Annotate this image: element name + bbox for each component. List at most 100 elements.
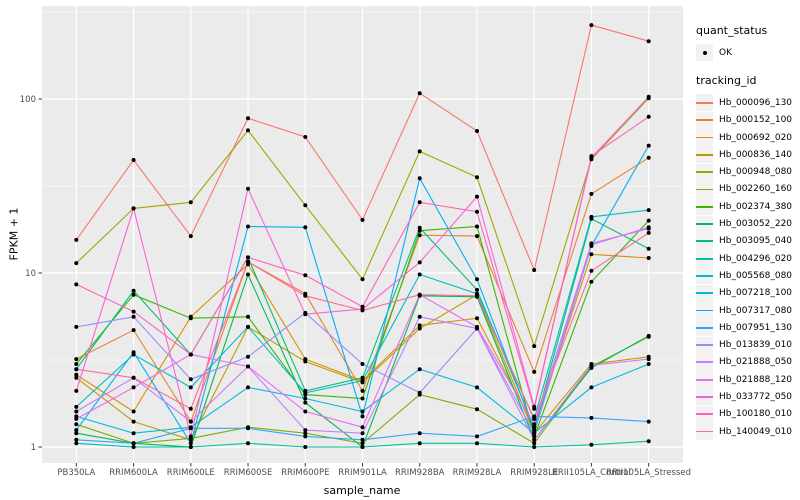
legend-entry-Hb_140049_010: Hb_140049_010 <box>696 423 800 441</box>
y-tick-label: 10 <box>25 269 36 279</box>
data-point <box>74 324 79 329</box>
line-swatch-icon <box>696 430 713 433</box>
legend-entry-Hb_000948_080: Hb_000948_080 <box>696 163 800 181</box>
data-point <box>475 385 479 390</box>
data-point <box>532 445 537 449</box>
x-tick-label: RRII105LA_Control <box>552 468 631 478</box>
x-tick-label: RRIM600LE <box>167 468 215 478</box>
data-point <box>475 277 479 282</box>
legend-label: Hb_007317_080 <box>719 305 793 316</box>
line-swatch-icon <box>696 361 713 364</box>
line-swatch-icon <box>696 413 713 416</box>
line-swatch-icon <box>696 378 713 381</box>
legend-label-ok: OK <box>719 47 732 58</box>
data-point <box>475 441 479 446</box>
data-point <box>74 409 79 414</box>
x-tick-label: RRIM928LE <box>510 468 558 478</box>
legend-key-swatch <box>696 319 713 337</box>
data-point <box>74 422 79 427</box>
data-point <box>646 230 651 235</box>
legend-entry-Hb_007317_080: Hb_007317_080 <box>696 302 800 319</box>
data-point <box>532 428 537 433</box>
data-point <box>646 218 651 223</box>
data-point <box>360 396 365 401</box>
data-point <box>646 256 651 260</box>
data-point <box>131 158 136 162</box>
legend-key-swatch <box>696 215 713 233</box>
legend-entry-Hb_100180_010: Hb_100180_010 <box>696 405 800 423</box>
data-point <box>246 354 250 359</box>
legend-key-swatch <box>696 371 713 389</box>
data-point <box>417 200 422 205</box>
data-point <box>74 375 79 380</box>
legend-entry-Hb_013839_010: Hb_013839_010 <box>696 336 800 354</box>
y-tick-label: 1 <box>31 443 36 453</box>
data-point <box>131 445 136 449</box>
data-point <box>589 279 594 284</box>
data-point <box>246 324 250 329</box>
x-tick-label: RRII105LA_Stressed <box>606 468 691 478</box>
legend-label: Hb_007218_100 <box>719 288 793 299</box>
line-swatch-icon <box>696 188 713 191</box>
legend-label: Hb_003095_040 <box>719 236 793 247</box>
data-point <box>74 367 79 372</box>
data-point <box>131 431 136 436</box>
legend-label: Hb_100180_010 <box>719 409 793 420</box>
data-point <box>417 233 422 238</box>
legend-key-swatch <box>696 250 713 268</box>
data-point <box>131 206 136 211</box>
data-point <box>74 362 79 366</box>
legend-key-swatch <box>696 302 713 319</box>
legend-label: Hb_021888_120 <box>719 374 793 385</box>
data-point <box>303 312 308 317</box>
data-point <box>360 304 365 309</box>
data-point <box>74 282 79 287</box>
line-swatch-icon <box>696 223 713 225</box>
ok-point-key <box>696 44 713 62</box>
data-point <box>360 445 365 449</box>
data-point <box>417 323 422 328</box>
data-point <box>589 154 594 159</box>
data-point <box>303 225 308 230</box>
data-point <box>131 385 136 390</box>
line-swatch-icon <box>696 309 713 312</box>
data-point <box>246 186 250 191</box>
legend-entry-Hb_004296_020: Hb_004296_020 <box>696 250 800 268</box>
data-point <box>360 308 365 313</box>
data-point <box>589 268 594 273</box>
data-point <box>303 400 308 405</box>
data-point <box>646 155 651 160</box>
data-point <box>360 362 365 366</box>
data-point <box>131 409 136 414</box>
data-point <box>74 372 79 377</box>
data-point <box>74 237 79 242</box>
data-point <box>360 431 365 436</box>
x-tick-label: PB350LA <box>57 468 95 478</box>
data-point <box>417 228 422 233</box>
legend-key-swatch <box>696 267 713 285</box>
legend-key-swatch <box>696 94 713 112</box>
data-point <box>74 441 79 446</box>
legend-entry-Hb_003052_220: Hb_003052_220 <box>696 215 800 233</box>
data-point <box>131 292 136 297</box>
data-point <box>360 378 365 383</box>
data-point <box>417 225 422 230</box>
data-point <box>417 292 422 297</box>
legend-label: Hb_021888_050 <box>719 357 793 368</box>
data-point <box>589 23 594 28</box>
legend-key-swatch <box>696 146 713 164</box>
legend-label: Hb_000692_020 <box>719 132 793 143</box>
data-point <box>646 114 651 119</box>
data-point <box>532 441 537 446</box>
data-point <box>475 234 479 239</box>
data-point <box>532 416 537 421</box>
data-point <box>589 415 594 420</box>
legend-title-quant-status: quant_status <box>696 24 768 37</box>
x-axis-title: sample_name <box>323 484 401 497</box>
data-point <box>417 149 422 154</box>
y-axis-title: FPKM + 1 <box>7 207 21 261</box>
line-swatch-icon <box>696 119 713 122</box>
legend-key-swatch <box>696 111 713 129</box>
data-point <box>475 287 479 292</box>
